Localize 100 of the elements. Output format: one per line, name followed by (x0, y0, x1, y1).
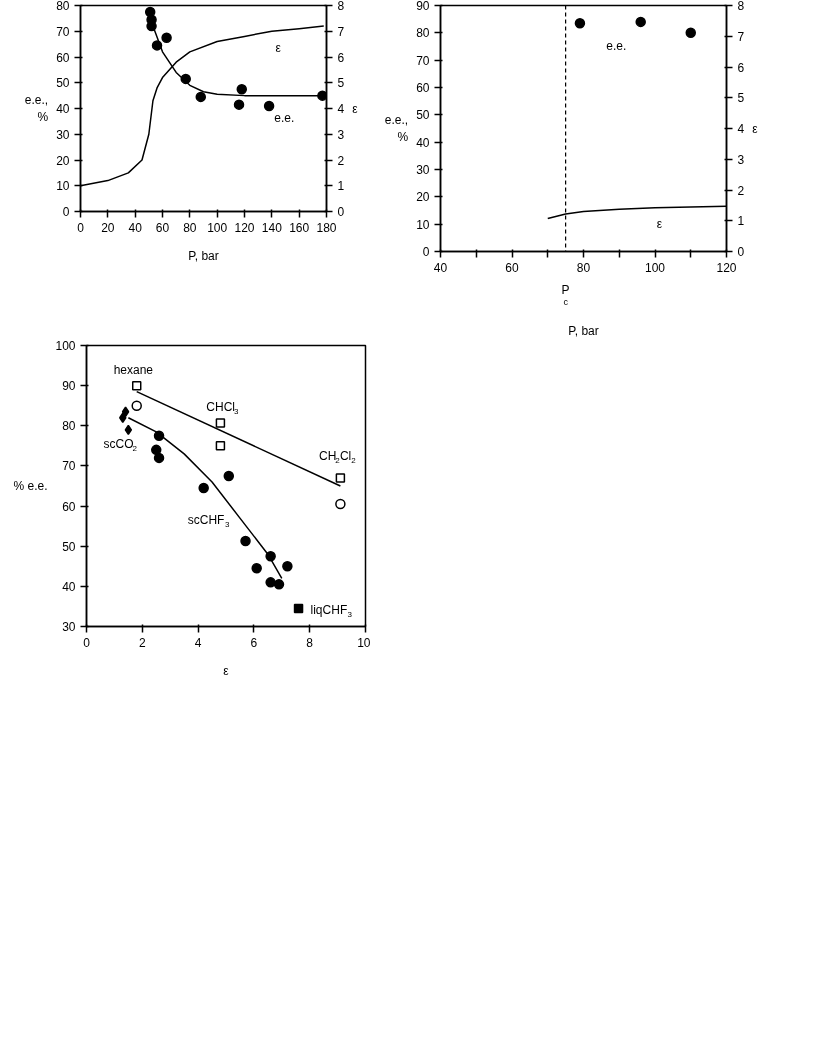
y-tick-label: 10 (56, 179, 70, 194)
point (685, 27, 696, 39)
series-label: ε (275, 41, 282, 56)
point (265, 577, 276, 588)
y-tick-label: 20 (416, 190, 430, 205)
point (263, 100, 275, 112)
y-tick-label: 50 (62, 539, 76, 554)
x-tick-label: 100 (644, 260, 666, 275)
ref-line-label: Pc (561, 282, 570, 307)
y2-tick-label: 6 (337, 50, 345, 65)
x-tick-label: 160 (289, 220, 310, 235)
point (161, 32, 172, 43)
y-tick-label: 70 (56, 24, 70, 39)
y-tick-label: 40 (62, 579, 76, 594)
y2-tick-label: 8 (737, 0, 745, 13)
y-tick-label: 20 (56, 153, 70, 168)
point (198, 482, 209, 494)
x-tick-label: 120 (716, 260, 737, 275)
point (153, 452, 165, 464)
x-tick-label: 4 (194, 635, 202, 650)
y2-tick-label: 6 (737, 60, 745, 75)
y-tick-label: 70 (416, 53, 430, 68)
x-axis-title: P, bar (188, 248, 219, 263)
x-tick-label: 180 (316, 220, 337, 235)
point (335, 498, 346, 510)
point (215, 441, 226, 451)
x-tick-label: 6 (250, 635, 258, 650)
y-tick-label: 50 (416, 108, 430, 123)
point (574, 18, 586, 29)
y2-tick-label: 7 (337, 24, 345, 39)
y2-axis-title: ε (752, 121, 759, 136)
x-tick-label: 2 (138, 635, 146, 650)
x-tick-label: 140 (261, 220, 283, 235)
y-tick-label: 0 (62, 205, 70, 219)
y2-tick-label: 4 (337, 102, 345, 116)
series-label: ε (656, 216, 663, 231)
x-tick-label: 100 (207, 220, 228, 235)
point (282, 561, 293, 572)
point (195, 91, 207, 103)
y2-tick-label: 4 (737, 122, 745, 136)
y-axis-title: % e.e. (13, 479, 48, 493)
x-tick-label: 0 (83, 635, 91, 650)
point (240, 535, 251, 547)
x-tick-label: 80 (183, 220, 197, 235)
point (121, 406, 130, 417)
point (335, 473, 346, 483)
y-tick-label: 80 (416, 26, 430, 41)
y2-tick-label: 0 (337, 205, 345, 219)
y2-tick-label: 5 (737, 91, 745, 106)
series-label: hexane (113, 362, 154, 377)
x-tick-label: 20 (101, 220, 115, 235)
x-tick-label: 80 (576, 260, 591, 275)
y-tick-label: 40 (56, 102, 70, 116)
y-tick-label: 90 (416, 0, 430, 13)
x-tick-label: 60 (505, 260, 519, 275)
point (151, 444, 162, 456)
y2-tick-label: 1 (737, 214, 745, 229)
point (131, 380, 142, 391)
point (131, 400, 142, 411)
y-tick-label: 30 (62, 620, 76, 634)
y2-axis-title: ε (352, 101, 359, 116)
y2-tick-label: 1 (337, 179, 345, 194)
series-label: e.e. (274, 111, 295, 126)
y2-tick-label: 2 (737, 183, 745, 198)
point (223, 470, 235, 482)
y2-tick-label: 3 (737, 152, 745, 167)
point (293, 603, 304, 614)
x-tick-label: 40 (128, 220, 143, 235)
y-axis-title: e.e., % (24, 93, 49, 124)
y-tick-label: 70 (62, 459, 76, 474)
point (273, 579, 285, 590)
y2-tick-label: 2 (337, 153, 345, 168)
y-tick-label: 30 (416, 163, 430, 177)
y-tick-label: 50 (56, 76, 70, 91)
y2-tick-label: 7 (737, 29, 745, 44)
x-tick-label: 10 (357, 635, 371, 650)
point (233, 99, 245, 110)
point (635, 16, 646, 28)
point (236, 83, 248, 95)
point (251, 563, 262, 574)
y-axis-title: e.e., % (384, 113, 409, 144)
y2-tick-label: 3 (337, 127, 345, 142)
y-tick-label: 80 (56, 0, 70, 13)
x-tick-label: 40 (433, 260, 448, 275)
x-tick-label: 120 (234, 220, 255, 235)
y-tick-label: 60 (56, 50, 70, 65)
x-tick-label: 8 (306, 635, 314, 650)
series-label: e.e. (606, 39, 627, 54)
y2-tick-label: 8 (337, 0, 345, 13)
y2-tick-label: 5 (337, 76, 345, 91)
y-tick-label: 60 (62, 499, 76, 514)
y-tick-label: 60 (416, 81, 430, 95)
y-tick-label: 30 (56, 127, 70, 142)
y-tick-label: 0 (422, 245, 430, 259)
y2-tick-label: 0 (737, 245, 745, 259)
x-tick-label: 60 (155, 220, 170, 235)
x-axis-title: ε (223, 663, 230, 678)
y-tick-label: 80 (62, 419, 76, 434)
y-tick-label: 100 (55, 339, 76, 353)
point (215, 418, 226, 428)
